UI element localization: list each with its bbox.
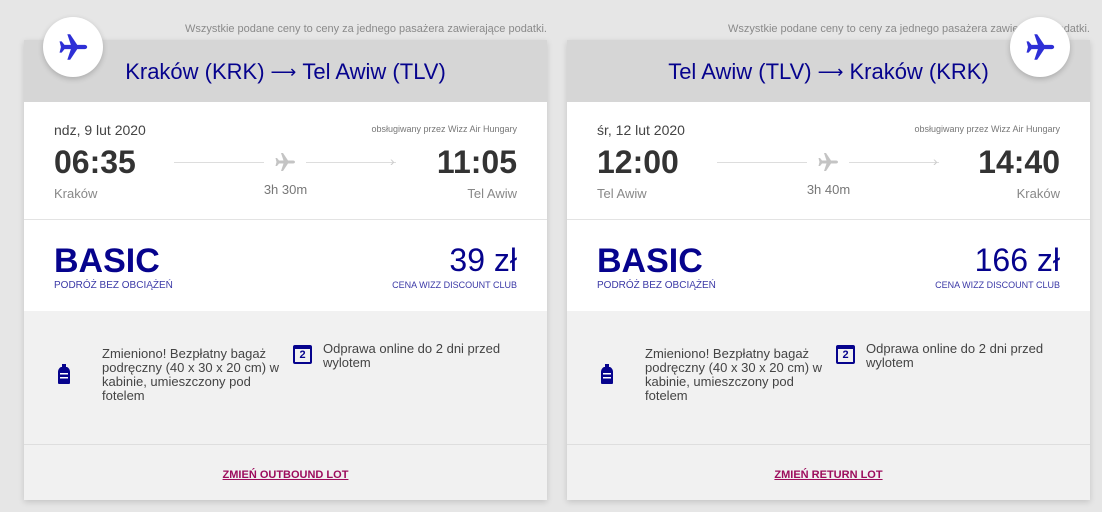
plane-badge: [43, 17, 103, 77]
calendar-icon: 2: [293, 345, 312, 364]
change-flight-link[interactable]: ZMIEŃ OUTBOUND LOT: [222, 469, 349, 481]
arrow-head-icon: ›: [933, 153, 938, 169]
baggage-feature: Zmieniono! Bezpłatny bagaż podręczny (40…: [645, 346, 823, 403]
flight-date: ndz, 9 lut 2020: [54, 122, 146, 138]
departure-city: Tel Awiw: [597, 186, 647, 201]
flight-date: śr, 12 lut 2020: [597, 122, 685, 138]
route-to: Kraków (KRK): [849, 59, 989, 84]
departure-time: 12:00: [597, 144, 679, 180]
plane-icon: [59, 34, 88, 60]
arrow-head-icon: ›: [390, 153, 395, 169]
fare-name: BASIC: [54, 242, 160, 280]
route-header: Tel Awiw (TLV) ⟶ Kraków (KRK): [567, 40, 1090, 102]
operator: obsługiwany przez Wizz Air Hungary: [914, 124, 1060, 134]
plane-badge: [1010, 17, 1070, 77]
duration: 3h 40m: [806, 182, 851, 197]
flight-times: ndz, 9 lut 2020 obsługiwany przez Wizz A…: [24, 102, 547, 220]
fare-subtitle: PODRÓŻ BEZ OBCIĄŻEŃ: [597, 280, 716, 291]
arrival-city: Tel Awiw: [467, 186, 517, 201]
duration: 3h 30m: [263, 182, 308, 197]
baggage-feature: Zmieniono! Bezpłatny bagaż podręczny (40…: [102, 346, 280, 403]
arrow-icon: ⟶: [817, 61, 844, 82]
route-header: Kraków (KRK) ⟶ Tel Awiw (TLV): [24, 40, 547, 102]
arrival-city: Kraków: [1016, 186, 1060, 201]
checkin-feature: Odprawa online do 2 dni przed wylotem: [866, 341, 1044, 370]
backpack-icon: [58, 364, 70, 384]
arrow-icon: ⟶: [270, 61, 297, 82]
change-flight-link[interactable]: ZMIEŃ RETURN LOT: [774, 469, 883, 481]
flight-card: Wszystkie podane ceny to ceny za jednego…: [24, 0, 547, 512]
price: 166 zł: [974, 242, 1060, 278]
arrival-time: 11:05: [436, 144, 517, 180]
flight-times: śr, 12 lut 2020 obsługiwany przez Wizz A…: [567, 102, 1090, 220]
price-subtitle: CENA WIZZ DISCOUNT CLUB: [935, 280, 1060, 290]
fare-subtitle: PODRÓŻ BEZ OBCIĄŻEŃ: [54, 280, 173, 291]
backpack-icon: [601, 364, 613, 384]
departure-time: 06:35: [54, 144, 136, 180]
price-note: Wszystkie podane ceny to ceny za jednego…: [185, 23, 547, 35]
departure-city: Kraków: [54, 186, 98, 201]
route-to: Tel Awiw (TLV): [302, 59, 446, 84]
calendar-icon: 2: [836, 345, 855, 364]
price: 39 zł: [449, 242, 517, 278]
plane-icon: [1026, 34, 1055, 60]
route-from: Kraków (KRK): [125, 59, 265, 84]
price-note: Wszystkie podane ceny to ceny za jednego…: [728, 23, 1090, 35]
plane-icon: [818, 153, 838, 171]
checkin-feature: Odprawa online do 2 dni przed wylotem: [323, 341, 501, 370]
plane-icon: [275, 153, 295, 171]
price-subtitle: CENA WIZZ DISCOUNT CLUB: [392, 280, 517, 290]
fare-name: BASIC: [597, 242, 703, 280]
flight-card: Wszystkie podane ceny to ceny za jednego…: [567, 0, 1090, 512]
route-from: Tel Awiw (TLV): [668, 59, 812, 84]
operator: obsługiwany przez Wizz Air Hungary: [371, 124, 517, 134]
arrival-time: 14:40: [978, 144, 1060, 180]
